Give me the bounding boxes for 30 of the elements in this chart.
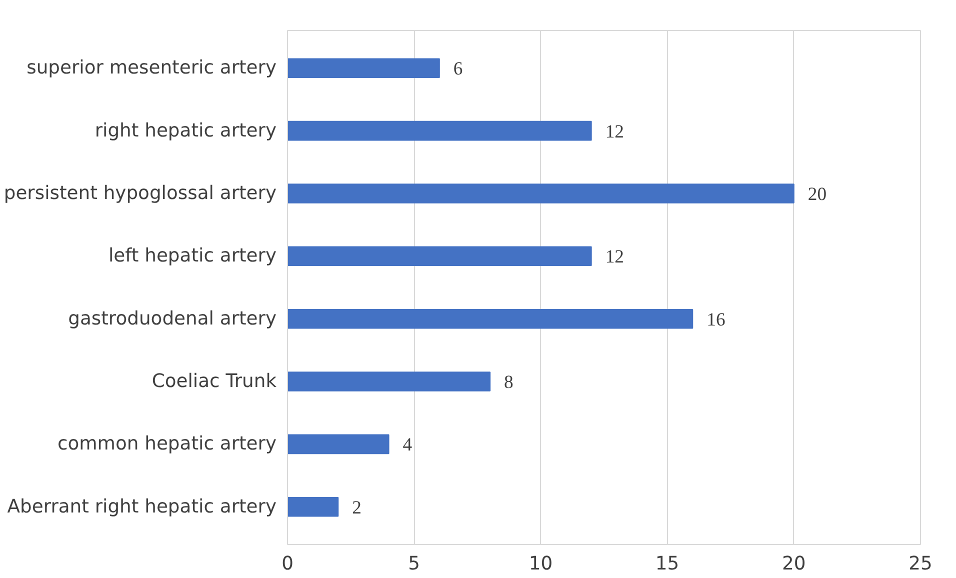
y-tick-label: superior mesenteric artery (26, 58, 277, 79)
bar (288, 246, 592, 266)
bar (288, 308, 694, 329)
x-tick-label: 0 (282, 554, 294, 574)
bar (288, 184, 794, 204)
data-label: 4 (402, 434, 413, 456)
bar (288, 372, 491, 392)
data-label: 16 (706, 309, 726, 330)
data-label: 2 (352, 497, 362, 518)
x-tick-label: 15 (655, 554, 680, 574)
y-tick-label: persistent hypoglossal artery (4, 182, 277, 204)
data-label: 12 (605, 121, 624, 142)
bar (288, 58, 440, 78)
y-tick-label: Coeliac Trunk (152, 371, 277, 392)
data-label: 8 (504, 372, 514, 394)
y-tick-label: left hepatic artery (108, 246, 276, 267)
x-tick-label: 5 (408, 554, 420, 574)
data-label: 20 (808, 184, 827, 205)
data-label: 6 (453, 58, 463, 80)
y-tick-label: Aberrant right hepatic artery (7, 496, 277, 518)
y-tick-label: gastroduodenal artery (68, 308, 277, 330)
x-tick-label: 25 (908, 554, 932, 574)
x-tick-label: 20 (782, 554, 806, 574)
y-tick-label: right hepatic artery (94, 120, 277, 142)
bar (288, 496, 339, 517)
data-label: 12 (605, 246, 624, 268)
bar (288, 120, 592, 141)
x-tick-label: 10 (528, 554, 553, 574)
bar (288, 434, 390, 454)
y-tick-label: common hepatic artery (57, 434, 277, 455)
